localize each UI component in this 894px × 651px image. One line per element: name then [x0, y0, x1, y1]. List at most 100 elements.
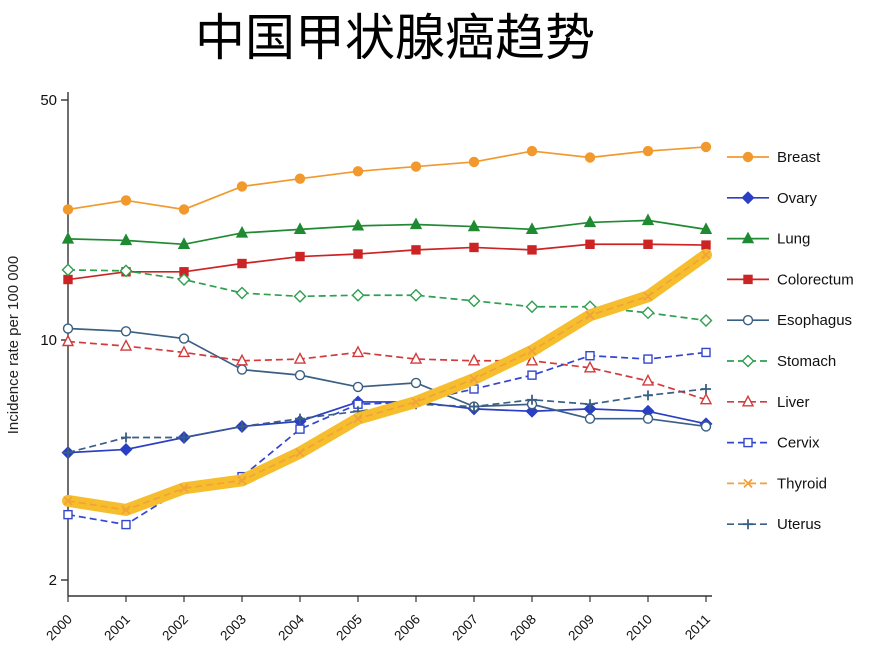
data-marker-triangle [235, 225, 249, 238]
data-marker-plus [295, 413, 305, 424]
series-line [67, 401, 707, 454]
data-marker-x [237, 475, 247, 486]
x-tick-label: 2009 [565, 612, 597, 644]
data-marker-plus [743, 519, 753, 530]
data-marker-plus [237, 421, 247, 432]
data-marker-square [469, 242, 479, 253]
series-line [67, 146, 707, 211]
data-marker-diamond [641, 306, 655, 320]
data-marker-triangle [525, 222, 539, 235]
x-tick-label: 2006 [391, 612, 423, 644]
data-marker-triangle [61, 334, 75, 347]
data-marker-circle [236, 181, 248, 192]
legend-item-thyroid: Thyroid [727, 475, 827, 492]
data-marker-square [121, 519, 131, 530]
legend-item-liver: Liver [727, 394, 810, 411]
series-line [67, 327, 707, 428]
data-marker-square [295, 424, 305, 434]
x-tick-label: 2007 [449, 612, 481, 644]
data-marker-diamond [467, 294, 481, 308]
data-marker-plus [585, 399, 595, 410]
data-marker-circle [120, 195, 132, 206]
data-marker-triangle [293, 352, 307, 364]
data-marker-plus [179, 432, 189, 443]
data-marker-square [701, 347, 711, 358]
data-marker-x [411, 397, 421, 407]
data-marker-x [353, 414, 363, 424]
data-marker-square [63, 509, 73, 520]
data-marker-triangle [525, 353, 539, 366]
data-marker-triangle [351, 345, 365, 358]
legend-item-cervix: Cervix [727, 435, 820, 452]
data-marker-circle [352, 381, 364, 393]
series-line [67, 219, 707, 246]
data-marker-plus [63, 447, 73, 458]
chart-title: 中国甲状腺癌趋势 [195, 10, 595, 66]
data-marker-square [701, 240, 711, 250]
data-marker-triangle [583, 215, 597, 228]
data-marker-circle [584, 413, 596, 424]
data-marker-triangle [699, 222, 713, 235]
series-line [67, 388, 707, 454]
legend-item-uterus: Uterus [727, 516, 821, 533]
data-marker-circle [62, 323, 74, 334]
data-marker-square [585, 239, 595, 249]
data-marker-diamond [119, 264, 133, 278]
y-tick-label: 2 [49, 572, 57, 589]
legend-item-lung: Lung [727, 231, 810, 248]
x-tick-label: 2004 [275, 611, 307, 643]
data-marker-circle [700, 141, 712, 153]
data-marker-plus [121, 432, 131, 443]
legend-label: Lung [777, 231, 810, 248]
legend-item-colorectum: Colorectum [727, 271, 854, 288]
data-marker-x [469, 374, 479, 384]
data-marker-triangle [641, 373, 655, 386]
data-marker-circle [468, 156, 480, 168]
y-axis-label: Incidence rate per 100 000 [5, 256, 22, 434]
y-tick-label: 10 [40, 332, 57, 349]
data-marker-circle [178, 204, 190, 215]
data-marker-circle [178, 333, 190, 344]
data-marker-square [643, 354, 653, 364]
data-marker-diamond [119, 442, 133, 456]
x-tick-label: 2003 [217, 612, 249, 644]
legend-label: Ovary [777, 190, 818, 207]
series-colorectum [63, 239, 711, 285]
legend-item-breast: Breast [727, 149, 821, 166]
data-marker-circle [62, 204, 74, 215]
data-marker-circle [294, 173, 306, 184]
data-marker-triangle [467, 219, 481, 232]
data-marker-square [743, 437, 753, 448]
legend-label: Breast [777, 149, 821, 166]
data-marker-square [527, 370, 537, 380]
data-marker-diamond [235, 286, 249, 300]
data-marker-triangle [235, 353, 249, 366]
data-marker-circle [120, 326, 132, 337]
data-marker-diamond [293, 289, 307, 303]
thyroid-highlight [62, 248, 712, 516]
x-tick-label: 2002 [159, 612, 191, 644]
data-marker-diamond [351, 288, 365, 302]
legend: Breast Ovary Lung Colorectum Esophagus Stomac… [727, 149, 854, 533]
data-marker-x [701, 250, 711, 260]
x-tick-label: 2008 [507, 612, 539, 644]
data-marker-circle [526, 145, 538, 157]
series-stomach [61, 263, 713, 327]
series-line [67, 254, 707, 511]
legend-item-stomach: Stomach [727, 353, 836, 370]
data-marker-diamond [699, 313, 713, 327]
data-marker-x [179, 483, 189, 493]
data-marker-x [295, 447, 305, 458]
data-marker-x [63, 496, 73, 506]
data-marker-circle [642, 413, 654, 424]
legend-item-esophagus: Esophagus [727, 312, 852, 329]
data-marker-triangle [409, 352, 423, 364]
data-marker-triangle [351, 218, 365, 231]
data-marker-square [353, 249, 363, 259]
data-marker-triangle [467, 353, 481, 366]
x-tick-label: 2000 [43, 612, 75, 644]
legend-label: Esophagus [777, 312, 852, 329]
data-marker-square [63, 274, 73, 285]
data-marker-triangle [699, 392, 713, 405]
